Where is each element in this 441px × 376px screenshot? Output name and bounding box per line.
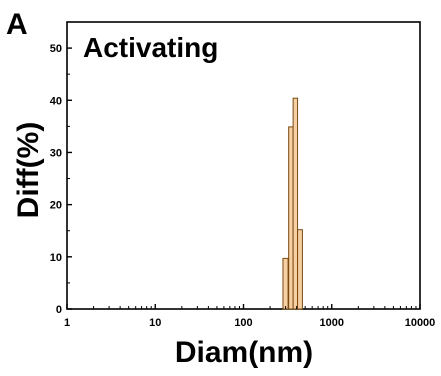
x-tick-label: 1 (64, 317, 70, 329)
y-tick-label: 20 (50, 200, 62, 212)
y-tick-label: 10 (50, 252, 62, 264)
x-tick-label: 1000 (320, 317, 344, 329)
plot-frame (66, 21, 421, 310)
x-ticks-layer: 1 10 100 1000 10000 (64, 304, 435, 329)
bars-layer (282, 97, 303, 310)
bar-3 (292, 97, 299, 310)
panel-label: A (6, 8, 28, 41)
y-tick-label: 50 (50, 43, 62, 55)
x-tick-label: 10000 (405, 317, 436, 329)
x-axis-label: Diam(nm) (175, 336, 313, 369)
x-tick-label: 100 (234, 317, 252, 329)
y-ticks-layer: 0 10 20 30 40 50 (50, 43, 72, 316)
y-tick-label: 30 (50, 147, 62, 159)
bar-2 (288, 126, 294, 310)
chart-title: Activating (83, 32, 218, 63)
y-tick-label: 0 (56, 304, 62, 316)
bar-1 (282, 257, 289, 310)
bar-4 (297, 229, 303, 310)
y-axis-label: Diff(%) (12, 122, 45, 219)
x-tick-label: 10 (149, 317, 161, 329)
y-tick-label: 40 (50, 95, 62, 107)
